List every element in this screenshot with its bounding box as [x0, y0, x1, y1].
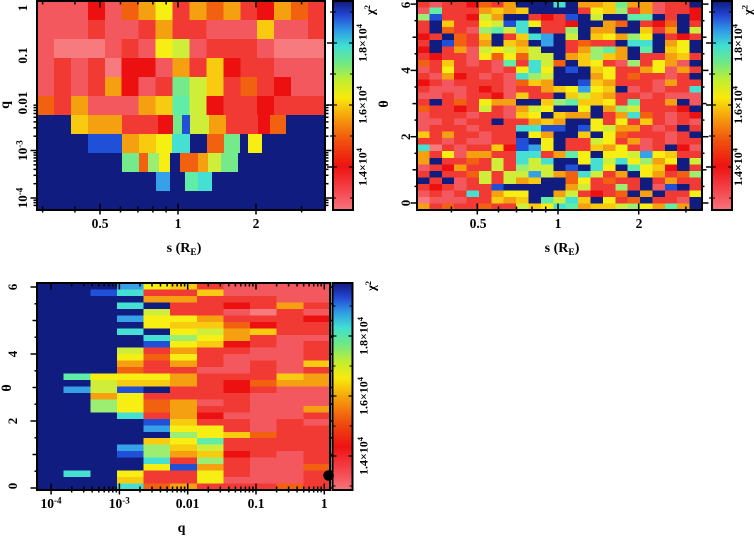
svg-text:4: 4: [5, 350, 20, 357]
svg-text:0.5: 0.5: [92, 216, 109, 231]
svg-text:6: 6: [5, 283, 20, 290]
svg-text:1.8×104: 1.8×104: [730, 23, 746, 62]
svg-text:1.8×104: 1.8×104: [355, 316, 371, 355]
svg-text:χ2: χ2: [362, 5, 378, 16]
svg-text:2: 2: [636, 216, 643, 231]
svg-text:s (RE): s (RE): [167, 241, 202, 258]
svg-text:1: 1: [15, 5, 30, 12]
svg-text:q: q: [0, 101, 13, 109]
svg-text:χ2: χ2: [740, 5, 754, 16]
svg-text:1.4×104: 1.4×104: [355, 436, 371, 475]
svg-text:0.01: 0.01: [176, 496, 200, 511]
svg-text:1.6×104: 1.6×104: [355, 376, 371, 415]
svg-text:1.6×104: 1.6×104: [354, 85, 370, 124]
svg-text:2: 2: [398, 133, 413, 140]
svg-text:4: 4: [398, 67, 413, 74]
svg-text:1.4×104: 1.4×104: [354, 147, 370, 186]
svg-text:1: 1: [175, 216, 182, 231]
svg-text:1.6×104: 1.6×104: [730, 85, 746, 124]
svg-text:0: 0: [398, 200, 413, 207]
svg-text:1: 1: [321, 496, 328, 511]
svg-text:0.01: 0.01: [15, 92, 30, 115]
svg-text:0.5: 0.5: [470, 216, 487, 231]
svg-text:θ: θ: [0, 384, 15, 391]
svg-text:0: 0: [5, 483, 20, 490]
svg-text:0.1: 0.1: [248, 496, 265, 511]
svg-text:1: 1: [555, 216, 562, 231]
svg-text:θ: θ: [377, 100, 392, 107]
svg-text:6: 6: [398, 1, 413, 8]
svg-text:2: 2: [5, 418, 20, 425]
svg-text:1.4×104: 1.4×104: [730, 147, 746, 186]
svg-text:1.8×104: 1.8×104: [354, 23, 370, 62]
svg-text:2: 2: [253, 216, 260, 231]
svg-text:0.1: 0.1: [15, 47, 30, 63]
svg-text:s (RE): s (RE): [545, 241, 580, 258]
svg-text:q: q: [178, 521, 186, 536]
svg-text:χ2: χ2: [363, 281, 379, 292]
